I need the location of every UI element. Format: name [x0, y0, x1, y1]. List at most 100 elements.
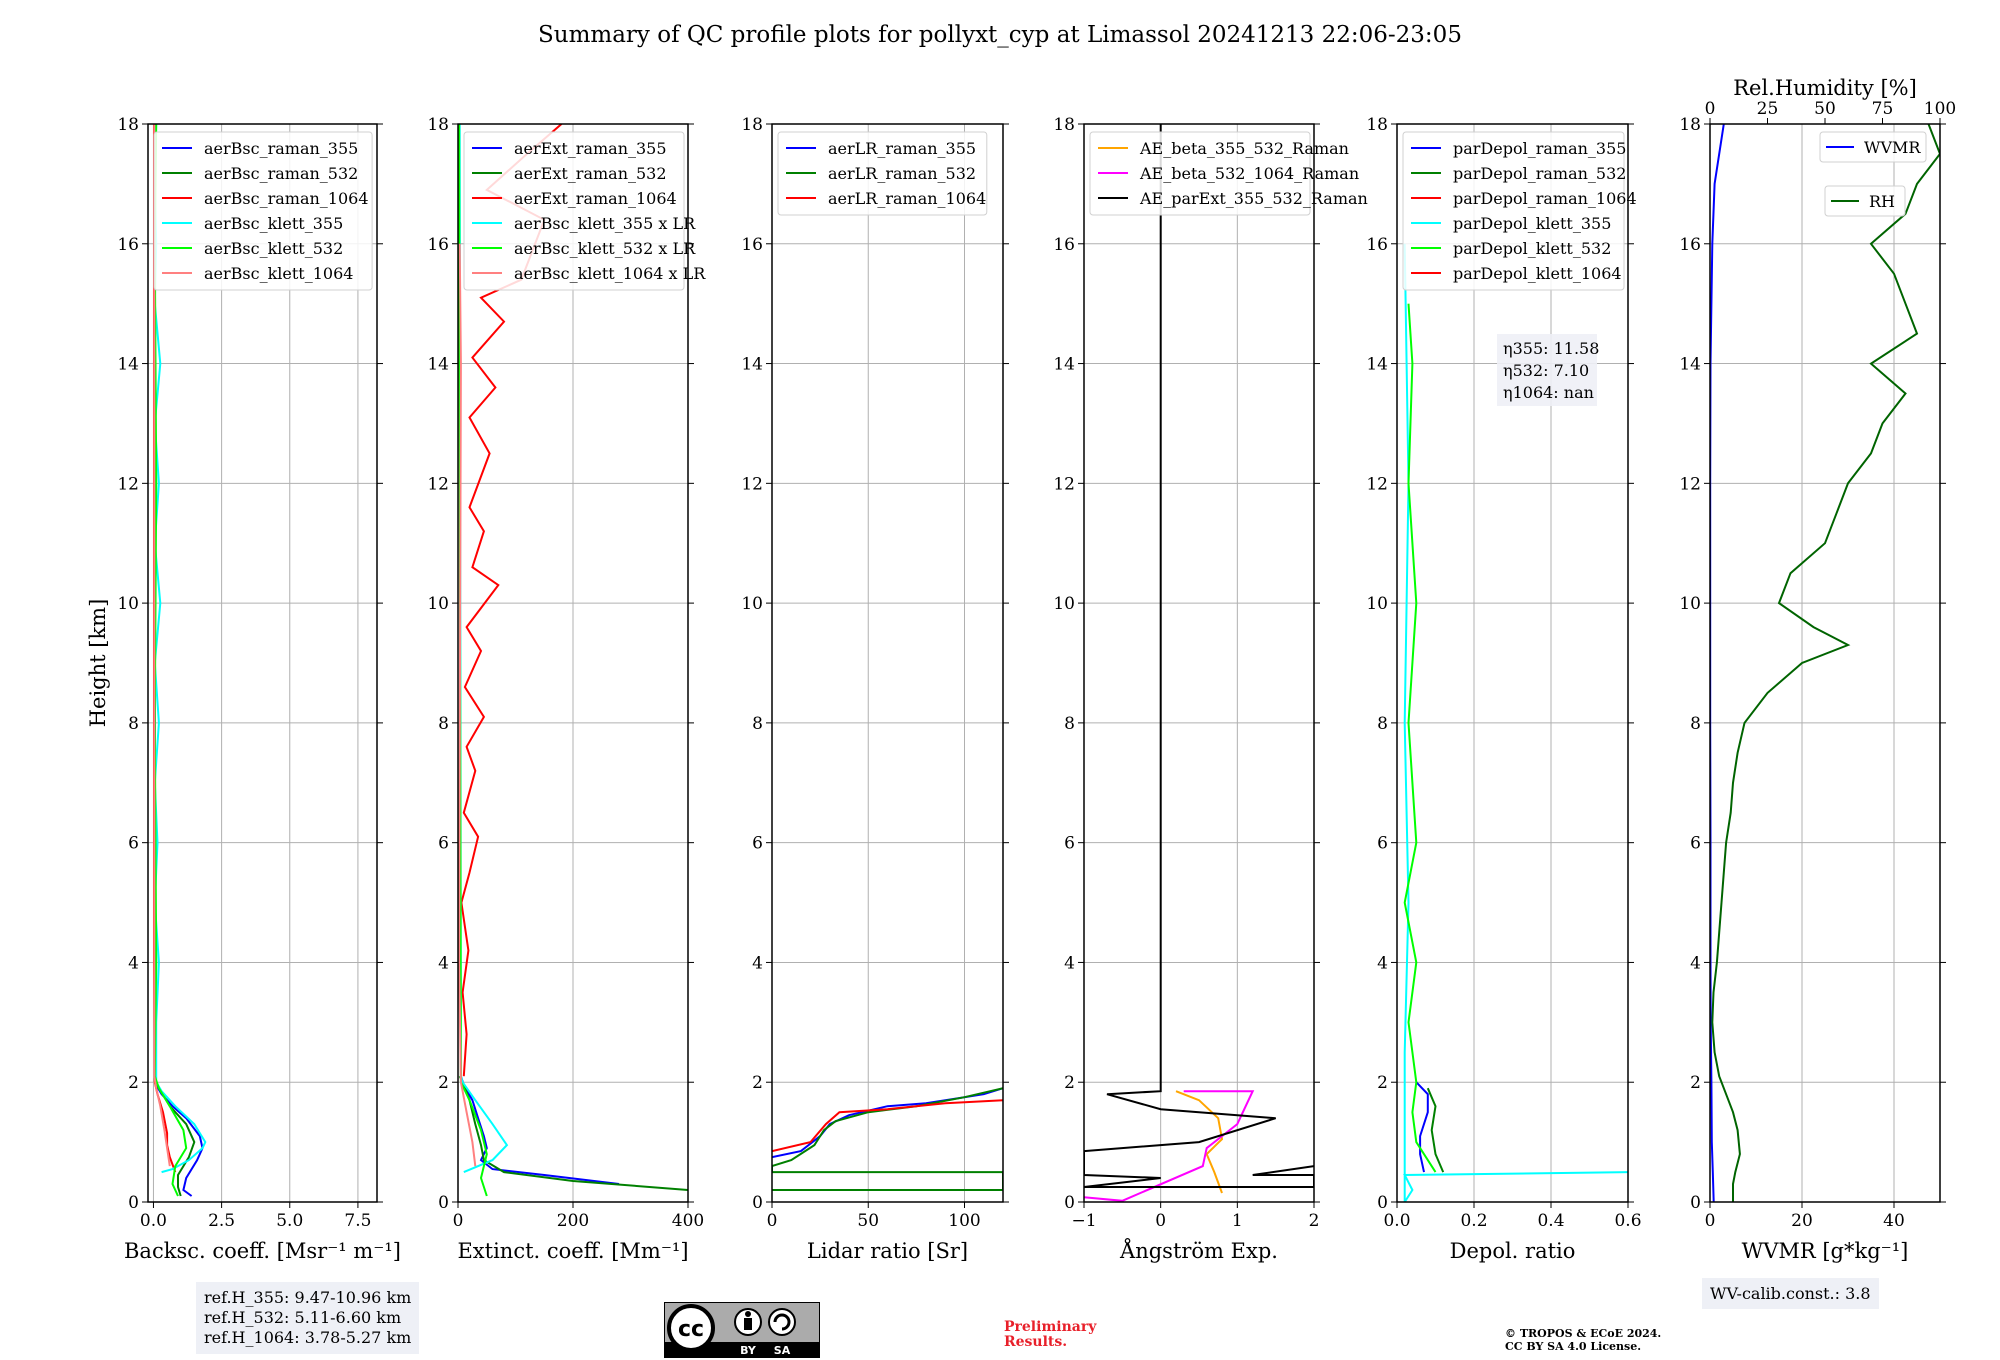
top-tick-label: 25 [1757, 99, 1779, 119]
y-tick-label: 0 [128, 1193, 139, 1213]
top-axis-label: Rel.Humidity [%] [1733, 76, 1917, 100]
x-axis-label: Extinct. coeff. [Mm⁻¹] [457, 1239, 688, 1263]
x-axis-label: WVMR [g*kg⁻¹] [1742, 1239, 1909, 1263]
y-tick-label: 14 [117, 355, 139, 375]
y-tick-label: 6 [1690, 834, 1701, 854]
copyright-note: © TROPOS & ECoE 2024. CC BY SA 4.0 Licen… [1505, 1327, 1661, 1353]
panel-3: 0 2 4 6 8 10 12 14 16 18 0 50 100 Lidar ratio [Sr] aer… [741, 115, 1009, 1263]
series-aerExt_raman_355 [459, 1075, 620, 1185]
x-tick-label: 20 [1791, 1211, 1813, 1231]
legend-label: aerBsc_klett_355 [204, 214, 343, 233]
series-aerLR_raman_355 [772, 1087, 1003, 1159]
y-tick-label: 4 [1377, 953, 1388, 973]
series-aerExt_raman_1064 [460, 124, 563, 1077]
series-group [1403, 243, 1628, 1202]
legend-label: aerBsc_klett_532 x LR [514, 239, 696, 258]
x-tick-label: 0.2 [1460, 1211, 1487, 1231]
series-parDepol_klett_532 [1403, 303, 1437, 1173]
x-tick-label: 40 [1883, 1211, 1905, 1231]
wv-calibration-box: WV-calib.const.: 3.8 [1702, 1278, 1879, 1309]
by-label: BY [740, 1344, 757, 1357]
legend-box [153, 131, 373, 291]
legend-box [1824, 185, 1906, 217]
y-tick-label: 6 [438, 834, 449, 854]
legend-label: aerBsc_klett_532 [204, 239, 343, 258]
axes-frame [1709, 123, 1941, 1203]
y-tick-label: 10 [1053, 594, 1075, 614]
series-parDepol_klett_355 [1403, 243, 1628, 1202]
y-tick-label: 6 [1377, 834, 1388, 854]
series-aerLR_raman_1064 [772, 1099, 1003, 1153]
legend-label: parDepol_raman_532 [1453, 164, 1626, 183]
cc-by-sa-badge: cc BY SA [664, 1302, 820, 1358]
y-tick-label: 14 [427, 355, 449, 375]
y-tick-label: 12 [1366, 474, 1388, 494]
series-WVMR [1710, 124, 1725, 1202]
panel-2: 0 2 4 6 8 10 12 14 16 18 0 200 400 Extinct. coeff. [M… [427, 115, 706, 1263]
y-tick-label: 10 [117, 594, 139, 614]
eta-label: η355: 11.58 [1503, 339, 1599, 358]
series-AE_beta_355_532_Raman [1175, 1090, 1224, 1194]
y-tick-label: 4 [128, 953, 139, 973]
y-tick-label: 2 [1377, 1073, 1388, 1093]
sa-share-icon [768, 1308, 796, 1336]
y-tick-label: 0 [438, 1193, 449, 1213]
y-tick-label: 18 [741, 115, 763, 135]
series-aerBsc_klett_532 [153, 124, 188, 1197]
x-tick-label: 50 [857, 1211, 879, 1231]
y-tick-label: 10 [427, 594, 449, 614]
x-tick-label: 7.5 [344, 1211, 371, 1231]
y-tick-label: 0 [1377, 1193, 1388, 1213]
y-tick-label: 10 [741, 594, 763, 614]
x-tick-label: 100 [948, 1211, 980, 1231]
axes-frame [1083, 123, 1315, 1203]
series-AE_parExt_355_532_Raman [1084, 124, 1314, 1188]
y-tick-label: 2 [128, 1073, 139, 1093]
legend-label: aerExt_raman_532 [514, 164, 667, 183]
y-tick-label: 12 [1679, 474, 1701, 494]
y-tick-label: 6 [1064, 834, 1075, 854]
y-tick-label: 0 [1064, 1193, 1075, 1213]
y-tick-label: 18 [1679, 115, 1701, 135]
copyright-line-1: © TROPOS & ECoE 2024. [1505, 1327, 1662, 1340]
y-tick-label: 14 [741, 355, 763, 375]
series-AE_beta_532_1064_Raman [1084, 1090, 1255, 1202]
eta-label: η1064: nan [1503, 383, 1594, 402]
axes-frame [771, 123, 1004, 1203]
y-tick-label: 16 [741, 235, 763, 255]
y-tick-label: 10 [1679, 594, 1701, 614]
x-axis-label: Backsc. coeff. [Msr⁻¹ m⁻¹] [124, 1239, 401, 1263]
y-tick-label: 14 [1679, 355, 1701, 375]
y-tick-label: 8 [1377, 714, 1388, 734]
legend-label: aerBsc_raman_355 [204, 139, 358, 158]
y-tick-label: 0 [752, 1193, 763, 1213]
y-tick-label: 12 [1053, 474, 1075, 494]
y-tick-label: 8 [1690, 714, 1701, 734]
series-parDepol_raman_355 [1415, 1081, 1429, 1173]
x-tick-label: 0.0 [1383, 1211, 1410, 1231]
y-tick-label: 18 [117, 115, 139, 135]
series-RH [1711, 124, 1940, 1202]
preliminary-line-1: Preliminary [1004, 1319, 1097, 1335]
legend-label: aerLR_raman_532 [828, 164, 976, 183]
y-tick-label: 8 [438, 714, 449, 734]
y-tick-label: 8 [128, 714, 139, 734]
y-tick-label: 12 [427, 474, 449, 494]
legend-label: aerLR_raman_355 [828, 139, 976, 158]
x-tick-label: 5.0 [276, 1211, 303, 1231]
y-tick-label: 4 [752, 953, 763, 973]
preliminary-line-2: Results. [1004, 1334, 1068, 1350]
x-tick-label: 1 [1232, 1211, 1243, 1231]
legend-label: aerBsc_klett_355 x LR [514, 214, 696, 233]
series-aerBsc_klett_1064 [153, 124, 171, 1167]
x-tick-label: 0 [453, 1211, 464, 1231]
y-tick-label: 18 [1366, 115, 1388, 135]
ref-height-355: ref.H_355: 9.47-10.96 km [204, 1288, 412, 1307]
x-tick-label: 2.5 [208, 1211, 235, 1231]
y-tick-label: 2 [752, 1073, 763, 1093]
ref-height-1064: ref.H_1064: 3.78-5.27 km [204, 1328, 412, 1347]
series-group [1710, 124, 1940, 1202]
legend-label: aerExt_raman_355 [514, 139, 667, 158]
y-tick-label: 8 [752, 714, 763, 734]
y-tick-label: 6 [128, 834, 139, 854]
